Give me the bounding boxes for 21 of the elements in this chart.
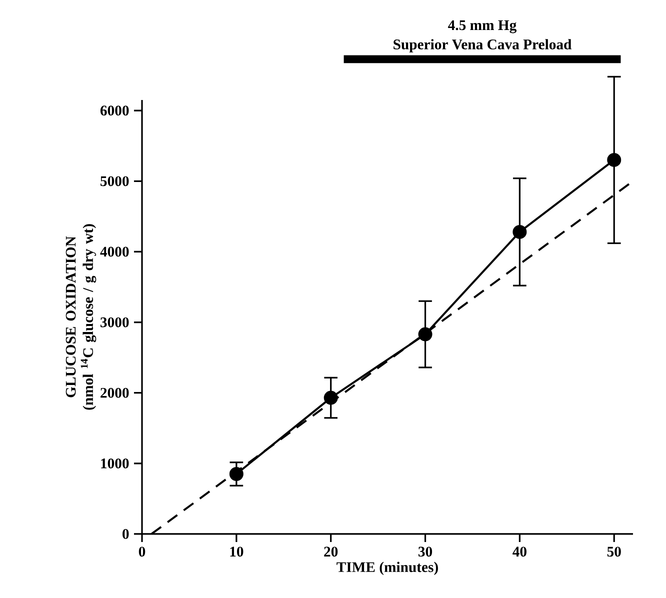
y-tick-label: 1000 [101, 458, 129, 468]
point [324, 390, 338, 405]
x-tick-label: 40 [512, 546, 526, 557]
x-tick-label: 0 [138, 546, 146, 557]
y-tick-label: 6000 [100, 106, 129, 116]
x-tick-label: 30 [418, 546, 432, 557]
point [418, 327, 432, 342]
point [607, 152, 622, 167]
x-tick-label: 20 [324, 546, 338, 557]
point [512, 224, 527, 239]
y-tick-label: 0 [122, 529, 129, 539]
y-tick-label: 5000 [100, 176, 129, 186]
x-tick-label: 50 [607, 546, 621, 557]
x-axis-title: TIME (minutes) [336, 562, 438, 576]
y-tick-label: 2000 [100, 388, 129, 398]
x-tick-label: 10 [230, 546, 244, 557]
y-tick-label: 4000 [100, 246, 129, 257]
text: Superior Vena Cava Preload [394, 39, 572, 52]
text: 4.5 mm Hg [448, 20, 517, 34]
y-tick-label: 3000 [100, 317, 129, 328]
point [229, 467, 244, 481]
